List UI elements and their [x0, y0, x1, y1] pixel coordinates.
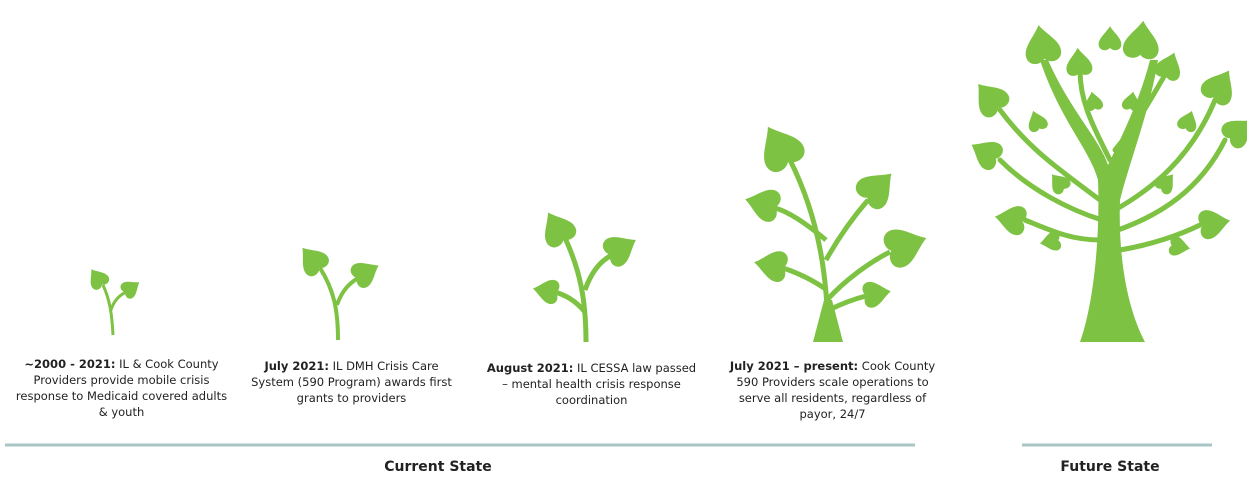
- section-label: Current State: [384, 459, 492, 475]
- stage-4: July 2021 – present: Cook County 590 Pro…: [725, 358, 940, 422]
- plant-4: [740, 116, 933, 343]
- stage-date: July 2021:: [264, 359, 329, 373]
- stage-text: IL DMH Crisis Care System (590 Program) …: [251, 359, 452, 405]
- plant-1: [83, 263, 145, 336]
- stage-2: July 2021: IL DMH Crisis Care System (59…: [244, 358, 459, 406]
- stage-text: IL & Cook County Providers provide mobil…: [15, 357, 228, 419]
- plant-3: [530, 204, 644, 343]
- stage-1: ~2000 - 2021: IL & Cook County Providers…: [14, 356, 229, 420]
- stage-date: July 2021 – present:: [729, 359, 859, 373]
- stage-date: ~2000 - 2021:: [24, 357, 116, 371]
- plant-2: [291, 238, 386, 341]
- tree: [964, 19, 1247, 342]
- stage-text: IL CESSA law passed – mental health cris…: [502, 361, 697, 407]
- section-label: Future State: [1060, 459, 1160, 475]
- stage-3: August 2021: IL CESSA law passed – menta…: [484, 360, 699, 408]
- stage-date: August 2021:: [486, 361, 574, 375]
- stage-text: Cook County 590 Providers scale operatio…: [736, 359, 936, 421]
